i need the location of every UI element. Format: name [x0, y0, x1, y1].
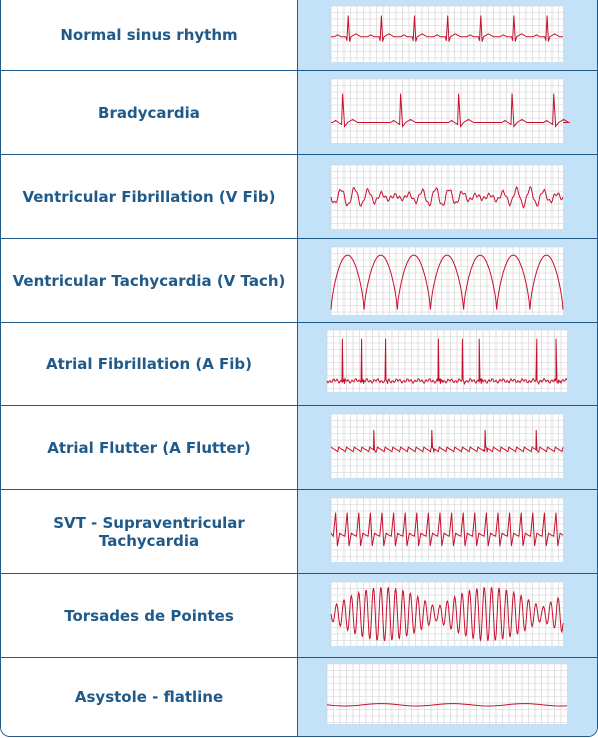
- ecg-strip-svg: [330, 497, 564, 562]
- rhythm-row-normal-sinus: Normal sinus rhythm: [1, 0, 597, 71]
- ecg-strip-svg: [330, 246, 564, 315]
- ecg-strip-svg: [330, 5, 563, 62]
- rhythm-row-atrial-flutter: Atrial Flutter (A Flutter): [1, 406, 597, 490]
- ecg-trace: [331, 15, 563, 42]
- rhythm-row-ventricular-fibrillation: Ventricular Fibrillation (V Fib): [1, 155, 597, 239]
- ecg-grid: [330, 78, 563, 143]
- ecg-grid-paper: [331, 165, 563, 229]
- ecg-grid-paper: [331, 498, 563, 562]
- ecg-trace: [330, 429, 564, 454]
- ecg-trace: [330, 512, 564, 547]
- rhythm-row-torsades: Torsades de Pointes: [1, 574, 597, 658]
- ecg-strip-svg: [330, 78, 571, 143]
- rhythm-row-atrial-fibrillation: Atrial Fibrillation (A Fib): [1, 323, 597, 406]
- ecg-strip-svg: [330, 581, 564, 646]
- ecg-trace: [330, 586, 564, 642]
- ecg-strip-atrial-flutter: [298, 406, 597, 489]
- ecg-grid-paper: [331, 79, 563, 143]
- ecg-strip-bradycardia: [298, 71, 597, 154]
- ecg-strip-svg: [330, 413, 564, 478]
- ecg-strip-torsades: [298, 574, 597, 657]
- ecg-trace: [331, 93, 571, 128]
- rhythm-row-bradycardia: Bradycardia: [1, 71, 597, 155]
- rhythm-label: Atrial Fibrillation (A Fib): [1, 323, 298, 405]
- ecg-strip-ventricular-fibrillation: [298, 155, 597, 238]
- rhythm-row-svt: SVT - Supraventricular Tachycardia: [1, 490, 597, 574]
- rhythm-label: Bradycardia: [1, 71, 298, 154]
- rhythm-label: Atrial Flutter (A Flutter): [1, 406, 298, 489]
- ecg-strip-ventricular-tachycardia: [298, 239, 597, 322]
- rhythm-label: Normal sinus rhythm: [1, 0, 298, 70]
- ecg-strip-svg: [330, 164, 564, 229]
- rhythm-label: Torsades de Pointes: [1, 574, 298, 657]
- ecg-grid: [330, 246, 563, 315]
- ecg-strip-svg: [326, 329, 568, 392]
- ecg-strip-svg: [326, 663, 568, 724]
- ecg-grid-paper: [331, 414, 563, 478]
- ecg-trace: [326, 703, 568, 707]
- rhythm-label: Ventricular Tachycardia (V Tach): [1, 239, 298, 322]
- ecg-trace: [330, 185, 564, 209]
- ecg-strip-asystole: [298, 658, 597, 736]
- ecg-grid-paper: [331, 582, 563, 646]
- rhythm-row-asystole: Asystole - flatline: [1, 658, 597, 736]
- ecg-grid: [326, 663, 567, 724]
- ecg-grid-paper: [327, 664, 567, 724]
- rhythm-label: SVT - Supraventricular Tachycardia: [1, 490, 298, 573]
- rhythm-row-ventricular-tachycardia: Ventricular Tachycardia (V Tach): [1, 239, 597, 323]
- ecg-strip-svt: [298, 490, 597, 573]
- ecg-strip-atrial-fibrillation: [298, 323, 597, 405]
- rhythm-label: Asystole - flatline: [1, 658, 298, 736]
- ecg-grid: [330, 497, 563, 562]
- ecg-trace: [326, 338, 568, 386]
- ecg-strip-normal-sinus: [298, 0, 597, 70]
- ecg-grid: [330, 413, 563, 478]
- ecg-grid-paper: [331, 247, 563, 315]
- ecg-trace: [330, 254, 564, 310]
- rhythm-label: Ventricular Fibrillation (V Fib): [1, 155, 298, 238]
